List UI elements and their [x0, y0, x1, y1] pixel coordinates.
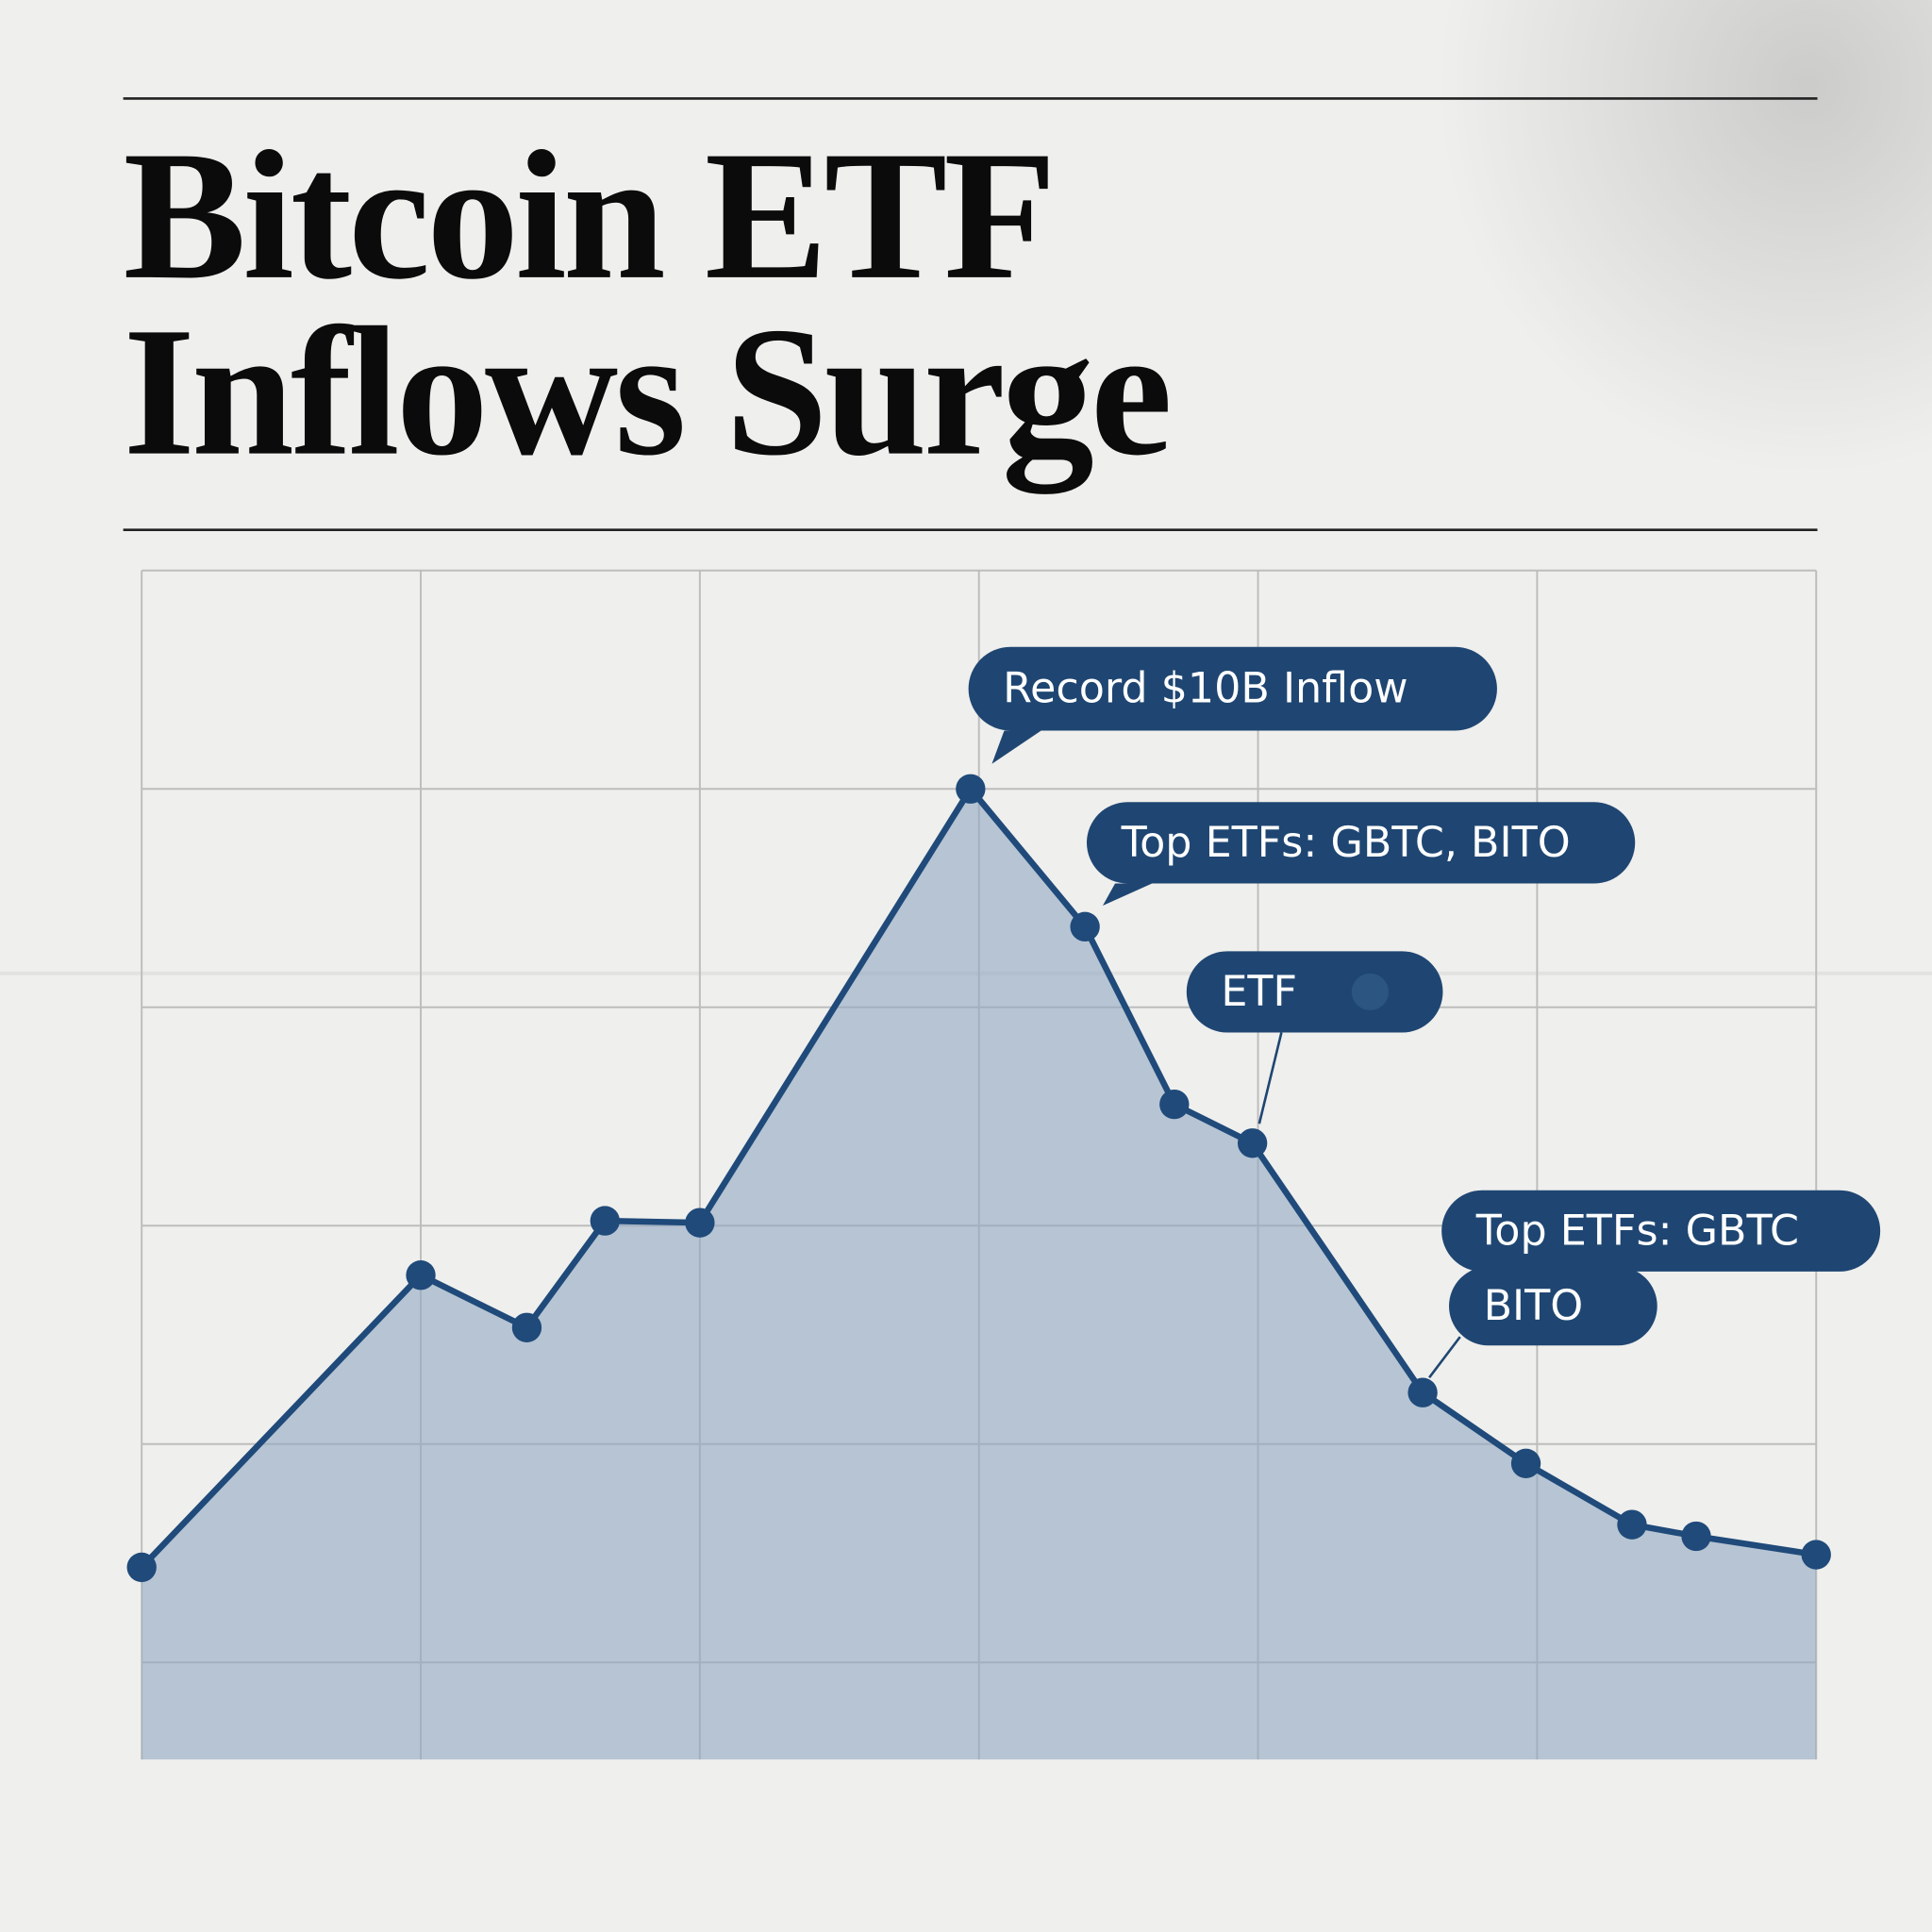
- annotation: BITO: [1484, 1282, 1584, 1330]
- callout-line: [1428, 1336, 1461, 1379]
- point: [406, 1260, 436, 1291]
- point: [1801, 1540, 1831, 1570]
- callout-line: [1257, 1032, 1283, 1124]
- callout: [1449, 1266, 1657, 1346]
- point: [1159, 1089, 1190, 1120]
- area: [142, 789, 1817, 1760]
- annotation: Record $10B Inflow: [1003, 665, 1407, 713]
- title-line: Bitcoin ETF: [124, 113, 1054, 318]
- callout: [1087, 802, 1636, 884]
- point: [1407, 1377, 1438, 1407]
- annotation: Top ETFs: GBTC, BITO: [1121, 819, 1571, 867]
- point: [956, 774, 986, 804]
- callout-dot: [1351, 973, 1389, 1011]
- point: [1617, 1509, 1647, 1540]
- line: [139, 785, 1817, 1570]
- plot: Record $10B Inflow Top ETFs: GBTC, BITO ET…: [126, 569, 1881, 1760]
- callout: [1441, 1190, 1881, 1272]
- callout: [968, 646, 1497, 731]
- point: [685, 1208, 715, 1238]
- annotation: Top ETFs: GBTC: [1475, 1207, 1799, 1255]
- callout: [1186, 951, 1443, 1033]
- annotation: ETF: [1221, 968, 1297, 1016]
- point: [126, 1552, 157, 1583]
- point: [1070, 911, 1100, 942]
- point: [590, 1206, 620, 1236]
- shadow: [1108, 0, 1932, 863]
- title-line: Inflows Surge: [124, 290, 1169, 494]
- point: [1237, 1128, 1268, 1158]
- point: [1510, 1448, 1541, 1479]
- point: [1681, 1521, 1711, 1552]
- point: [511, 1312, 542, 1342]
